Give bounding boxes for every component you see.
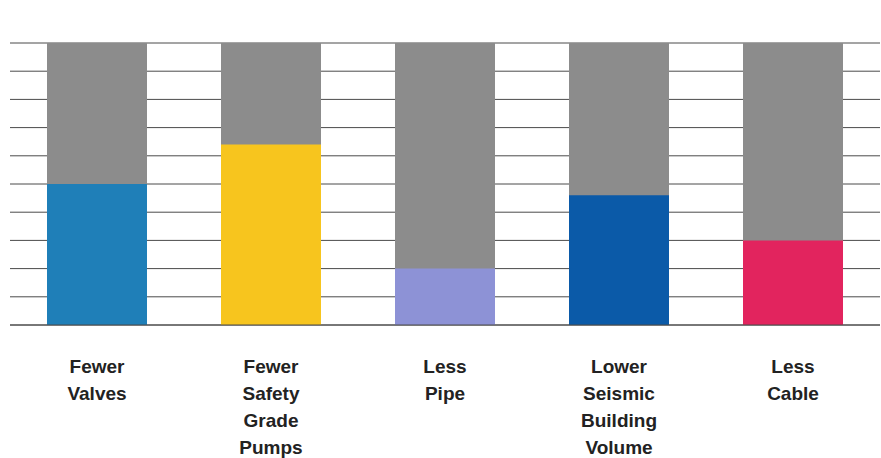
svg-text:LessCable: LessCable [767, 356, 819, 404]
svg-text:FewerSafetyGradePumps: FewerSafetyGradePumps [239, 356, 302, 458]
svg-text:LessPipe: LessPipe [423, 356, 466, 404]
svg-text:FewerValves: FewerValves [67, 356, 126, 404]
svg-text:LowerSeismicBuildingVolume: LowerSeismicBuildingVolume [581, 356, 657, 458]
